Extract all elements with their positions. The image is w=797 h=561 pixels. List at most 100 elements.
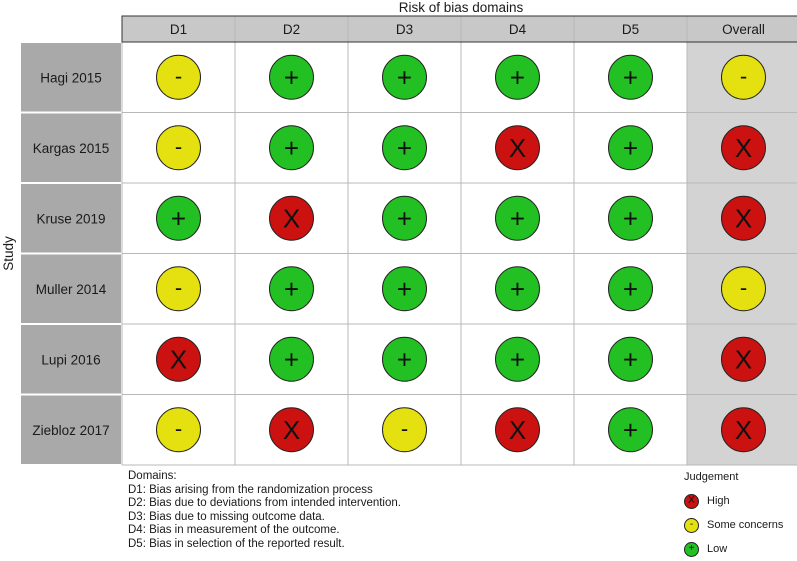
judgement-symbol: X [509,415,526,445]
judgement-dot [495,125,540,171]
judgement-symbol: X [735,415,752,445]
judgement-symbol: + [510,274,525,304]
legend-item-some-concerns: - Some concerns [684,513,783,537]
judgement-symbol: + [623,62,638,92]
judgement-symbol: + [510,62,525,92]
judgement-symbol: + [623,344,638,374]
judgement-symbol: + [397,203,412,233]
judgement-dot [721,54,766,100]
judgement-dot [608,125,653,171]
judgement-symbol: + [284,62,299,92]
judgement-symbol: X [170,344,187,374]
study-label-cell [19,323,123,396]
judgement-dot [382,407,427,453]
judgement-symbol: - [740,275,747,300]
judgement-symbol: - [401,416,408,441]
judgement-dot [608,54,653,100]
judgement-symbol: + [284,133,299,163]
judgement-dot [156,336,201,382]
judgement-dot [156,266,201,312]
judgement-symbol: + [623,203,638,233]
high-risk-icon: X [684,493,699,509]
legend-item-high: X High [684,489,783,513]
judgement-symbol: + [397,344,412,374]
judgement-symbol: + [623,415,638,445]
y-axis-label: Study [1,236,16,271]
judgement-dot [721,195,766,241]
study-label-cell [19,252,123,325]
legend-title: Judgement [684,471,739,483]
column-header-label: D5 [622,22,639,37]
judgement-symbol: X [283,415,300,445]
judgement-dot [608,336,653,382]
judgement-dot [721,407,766,453]
header-outline [121,15,797,43]
study-label: Ziebloz 2017 [32,423,109,438]
study-label-cell [19,111,123,184]
judgement-symbol: - [175,275,182,300]
judgement-dot [382,125,427,171]
judgement-symbol: + [284,274,299,304]
judgement-dot [382,336,427,382]
judgement-dot [382,54,427,100]
judgement-dot [269,266,314,312]
judgement-symbol: + [510,344,525,374]
judgement-symbol: + [171,203,186,233]
judgement-symbol: - [175,416,182,441]
domain-note-d5: D5: Bias in selection of the reported re… [128,537,345,550]
judgement-dot [156,195,201,241]
legend-item-low: + Low [684,537,783,561]
column-header-label: D1 [170,22,187,37]
judgement-dot [269,54,314,100]
column-header-label: Overall [722,22,765,37]
judgement-dot [608,266,653,312]
judgement-symbol: + [397,133,412,163]
judgement-dot [269,125,314,171]
judgement-dot [269,336,314,382]
some-concerns-icon: - [684,517,699,533]
judgement-symbol: - [175,63,182,88]
judgement-dot [608,407,653,453]
judgement-symbol: X [283,203,300,233]
judgement-symbol: + [623,274,638,304]
domain-note-d2: D2: Bias due to deviations from intended… [128,497,401,510]
judgement-dot [269,195,314,241]
judgement-dot [269,407,314,453]
judgement-symbol: X [509,133,526,163]
judgement-dot [382,195,427,241]
domain-note-d3: D3: Bias due to missing outcome data. [128,510,325,523]
domain-note-d4: D4: Bias in measurement of the outcome. [128,524,340,537]
chart-title: Risk of bias domains [399,0,524,15]
judgement-symbol: + [397,274,412,304]
judgement-dot [382,266,427,312]
judgement-dot [495,336,540,382]
legend-label-low: Low [707,543,728,555]
legend-label-some-concerns: Some concerns [707,519,784,531]
judgement-dot [495,195,540,241]
column-header-label: D4 [509,22,527,37]
judgement-dot [156,54,201,100]
study-label: Muller 2014 [36,282,107,297]
judgement-symbol: + [623,133,638,163]
judgement-symbol: + [397,62,412,92]
judgement-dot [495,54,540,100]
domains-footnote: Domains: D1: Bias arising from the rando… [128,470,401,552]
judgement-symbol: X [735,133,752,163]
judgement-symbol: - [740,63,747,88]
judgement-dot [721,336,766,382]
domain-note-d1: D1: Bias arising from the randomization … [128,483,373,496]
low-risk-icon: + [684,541,699,557]
judgement-symbol: X [735,203,752,233]
study-label: Lupi 2016 [41,352,100,367]
judgement-dot [156,407,201,453]
judgement-legend: Judgement X High - Some concerns + Low [684,471,783,561]
judgement-symbol: X [735,344,752,374]
column-header-bar [122,16,797,42]
judgement-symbol: - [175,134,182,159]
judgement-dot [495,266,540,312]
judgement-symbol: + [284,344,299,374]
judgement-dot [156,125,201,171]
judgement-dot [495,407,540,453]
judgement-dot [721,125,766,171]
